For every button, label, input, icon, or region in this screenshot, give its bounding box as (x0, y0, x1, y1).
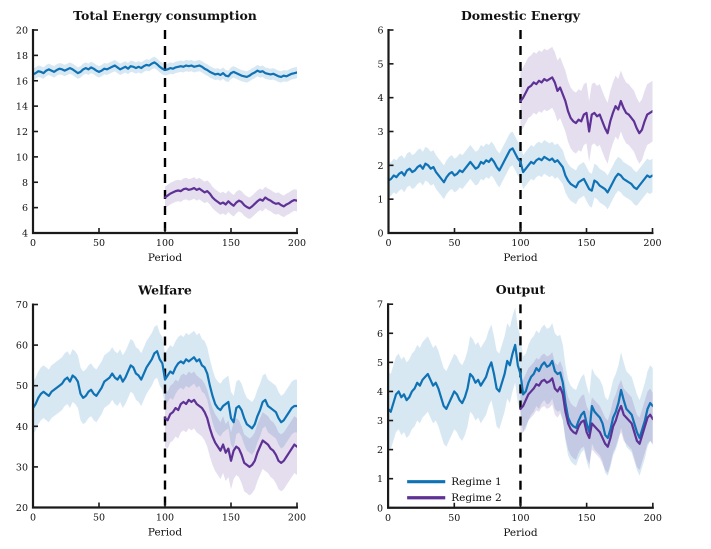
x-tick-label: 0 (30, 238, 36, 249)
y-tick-label: 3 (377, 416, 383, 427)
y-tick-label: 6 (377, 329, 383, 340)
y-tick-label: 5 (377, 59, 383, 70)
chart-welfare: 0 50 100 150 200 20 30 40 50 60 70 Welfare Period (0, 274, 355, 549)
confidence-band-regime2 (165, 177, 297, 220)
y-tick-label: 1 (377, 474, 383, 485)
legend: Regime 1 Regime 2 (407, 476, 502, 504)
legend-label: Regime 2 (451, 492, 501, 504)
y-tick-label: 20 (16, 26, 28, 37)
axes: 0 50 100 150 200 0 1 2 3 4 5 6 (377, 26, 661, 250)
y-tick-label: 16 (16, 76, 28, 87)
x-tick-label: 100 (511, 513, 529, 524)
y-tick-label: 5 (377, 358, 383, 369)
y-tick-label: 60 (16, 341, 28, 352)
chart-title: Domestic Energy (461, 8, 581, 23)
x-tick-label: 0 (385, 513, 391, 524)
y-tick-label: 12 (16, 127, 28, 138)
axes: 0 50 100 150 200 0 1 2 3 4 5 6 7 (377, 300, 662, 524)
chart-total-energy-consumption: 0 50 100 150 200 4 6 8 10 12 14 16 18 20 Total Energy … (0, 0, 355, 274)
y-tick-label: 6 (22, 203, 28, 214)
axes: 0 50 100 150 200 4 6 8 10 12 14 16 18 20 (16, 26, 306, 250)
chart-canvas-total-energy: 0 50 100 150 200 4 6 8 10 12 14 16 18 20 Total Energy … (16, 8, 306, 264)
y-tick-label: 1 (377, 195, 383, 206)
y-tick-label: 20 (16, 503, 28, 514)
series-line-regime1 (388, 147, 653, 194)
plot-area (388, 30, 653, 233)
series-line-regime2 (163, 186, 297, 210)
x-tick-label: 50 (93, 513, 105, 524)
y-tick-label: 3 (377, 127, 383, 138)
x-tick-label: 200 (643, 238, 661, 249)
x-axis-label: Period (503, 527, 538, 539)
series-line-regime1 (33, 61, 297, 79)
chart-title: Output (496, 282, 546, 297)
series-line-regime2 (519, 76, 653, 135)
x-tick-label: 150 (222, 513, 240, 524)
y-tick-label: 2 (377, 445, 383, 456)
x-tick-label: 50 (448, 513, 460, 524)
y-tick-label: 4 (377, 387, 383, 398)
series-line-regime1 (33, 350, 297, 430)
y-tick-label: 4 (377, 93, 383, 104)
y-tick-label: 6 (377, 26, 383, 37)
x-tick-label: 50 (93, 238, 105, 249)
chart-domestic-energy: 0 50 100 150 200 0 1 2 3 4 5 6 Domestic Energy Period (355, 0, 711, 274)
plot-area (388, 304, 653, 508)
x-tick-label: 100 (156, 513, 174, 524)
y-tick-label: 18 (16, 51, 28, 62)
x-tick-label: 150 (578, 513, 596, 524)
confidence-band-regime1 (388, 131, 653, 210)
x-axis-label: Period (503, 252, 538, 264)
chart-title: Total Energy consumption (73, 8, 257, 23)
y-tick-label: 0 (377, 229, 383, 240)
x-tick-label: 100 (156, 238, 174, 249)
x-axis-label: Period (148, 252, 183, 264)
chart-title: Welfare (137, 283, 192, 298)
y-tick-label: 4 (22, 229, 28, 240)
y-tick-label: 2 (377, 161, 383, 172)
x-tick-label: 0 (30, 513, 36, 524)
chart-output: 0 50 100 150 200 0 1 2 3 4 5 6 7 Output Period Regime 1… (355, 274, 711, 549)
legend-label: Regime 1 (451, 476, 501, 488)
plot-area (33, 304, 297, 508)
y-tick-label: 8 (22, 178, 28, 189)
y-tick-label: 70 (16, 300, 28, 311)
y-tick-label: 50 (16, 381, 28, 392)
series-line-regime1 (388, 343, 653, 440)
x-axis-label: Period (148, 527, 183, 539)
x-tick-label: 50 (448, 238, 460, 249)
confidence-band-regime2 (520, 46, 653, 164)
y-tick-label: 14 (16, 102, 28, 113)
series-line-regime2 (163, 398, 297, 468)
chart-canvas-welfare: 0 50 100 150 200 20 30 40 50 60 70 Welfare Period (16, 283, 306, 539)
y-tick-label: 30 (16, 462, 28, 473)
axes: 0 50 100 150 200 20 30 40 50 60 70 (16, 300, 306, 524)
x-tick-label: 150 (577, 238, 595, 249)
y-tick-label: 0 (377, 503, 383, 514)
chart-canvas-output: 0 50 100 150 200 0 1 2 3 4 5 6 7 Output Period Regime 1… (377, 282, 662, 539)
x-tick-label: 0 (385, 238, 391, 249)
chart-canvas-domestic-energy: 0 50 100 150 200 0 1 2 3 4 5 6 Domestic Energy Period (377, 8, 661, 264)
x-tick-label: 100 (511, 238, 529, 249)
confidence-band-regime2 (165, 371, 297, 496)
x-tick-label: 200 (644, 513, 662, 524)
x-tick-label: 200 (288, 238, 306, 249)
x-tick-label: 200 (288, 513, 306, 524)
y-tick-label: 7 (377, 300, 383, 311)
plot-area (33, 30, 297, 233)
y-tick-label: 10 (16, 152, 28, 163)
x-tick-label: 150 (222, 238, 240, 249)
series-line-regime2 (519, 377, 653, 448)
y-tick-label: 40 (16, 422, 28, 433)
